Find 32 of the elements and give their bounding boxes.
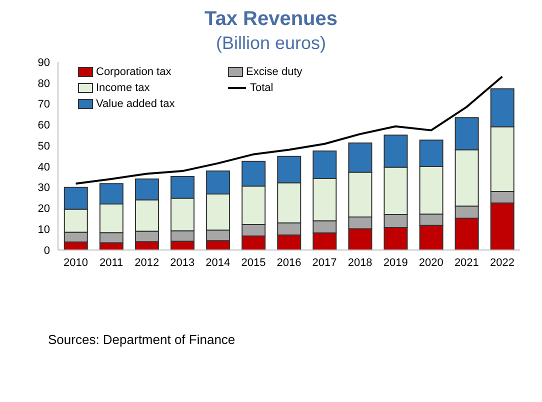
x-tick-label: 2012	[134, 256, 160, 269]
y-tick-label: 50	[38, 140, 50, 152]
x-tick-label: 2022	[490, 256, 514, 269]
y-tick-label: 40	[38, 161, 50, 174]
x-tick-label: 2014	[206, 256, 230, 269]
chart-subtitle: (Billion euros)	[214, 33, 328, 54]
x-tick-label: 2021	[454, 256, 479, 269]
y-tick-label: 80	[38, 78, 50, 90]
source-note: Sources: Department of Finance	[48, 332, 236, 347]
legend-label: Total	[250, 82, 274, 94]
y-tick-label: 90	[38, 56, 50, 69]
x-tick-label: 2018	[348, 256, 372, 269]
y-tick-label: 10	[38, 224, 50, 236]
x-tick-label: 2019	[383, 256, 408, 269]
x-tick-label: 2017	[312, 256, 337, 269]
y-tick-label: 30	[38, 182, 50, 194]
y-tick-label: 70	[38, 98, 50, 111]
x-tick-label: 2013	[170, 256, 195, 269]
y-tick-label: 0	[44, 244, 50, 257]
x-tick-label: 2020	[418, 256, 444, 269]
x-tick-label: 2011	[99, 256, 124, 269]
y-tick-label: 60	[38, 120, 50, 132]
legend-label: Corporation tax	[96, 66, 172, 78]
legend-label: Income tax	[96, 82, 150, 94]
x-tick-label: 2010	[64, 256, 88, 269]
legend-label: Value added tax	[96, 98, 175, 110]
x-tick-label: 2015	[241, 256, 266, 269]
line-series	[74, 76, 504, 185]
legend-label: Excise duty	[246, 66, 302, 78]
y-tick-label: 20	[38, 203, 50, 216]
x-tick-label: 2016	[276, 256, 302, 269]
chart-title: Tax Revenues	[203, 8, 339, 31]
